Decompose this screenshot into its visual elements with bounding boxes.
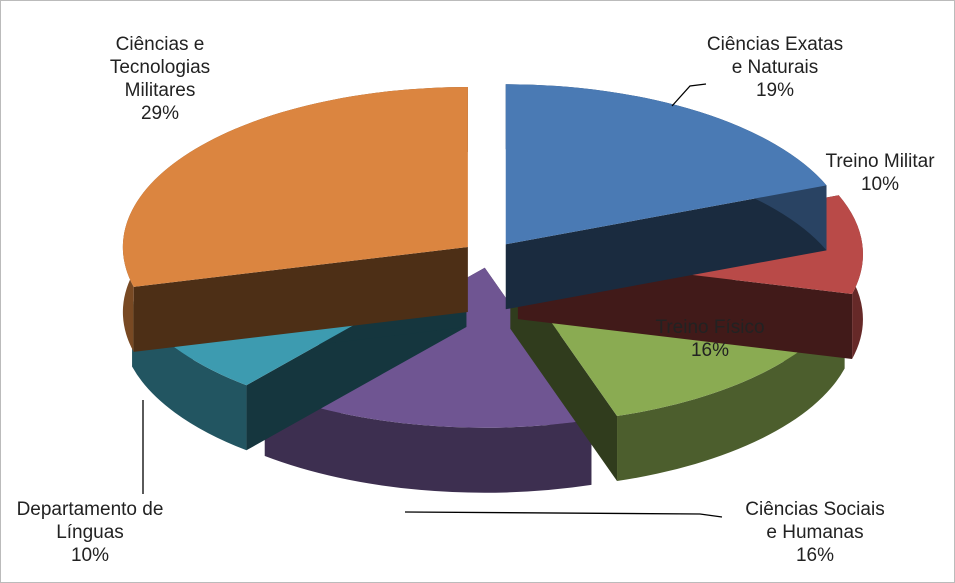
slice-wall [617,303,845,482]
data-label-value: 16% [796,545,834,566]
data-label-name: Departamento de Línguas [17,499,164,543]
slice-wall [264,391,592,493]
leader-line [671,83,707,107]
pie [122,84,863,493]
data-label-value: 16% [691,340,729,361]
slice [505,84,827,245]
leader-line [404,511,723,518]
slice-side [505,185,827,310]
data-label-name: Ciências Exatas e Naturais [707,34,843,78]
data-label-name: Treino Militar [825,151,935,172]
data-label-value: 10% [71,545,109,566]
slice [122,87,468,287]
data-label-value: 19% [756,80,794,101]
data-label-value: 29% [141,103,179,124]
data-label-value: 10% [861,174,899,195]
data-label-name: Ciências Sociais e Humanas [745,499,884,543]
data-label-name: Treino Físico [655,317,764,338]
data-label-name: Ciências e Tecnologias Militares [110,34,210,101]
slice-side [133,247,468,352]
